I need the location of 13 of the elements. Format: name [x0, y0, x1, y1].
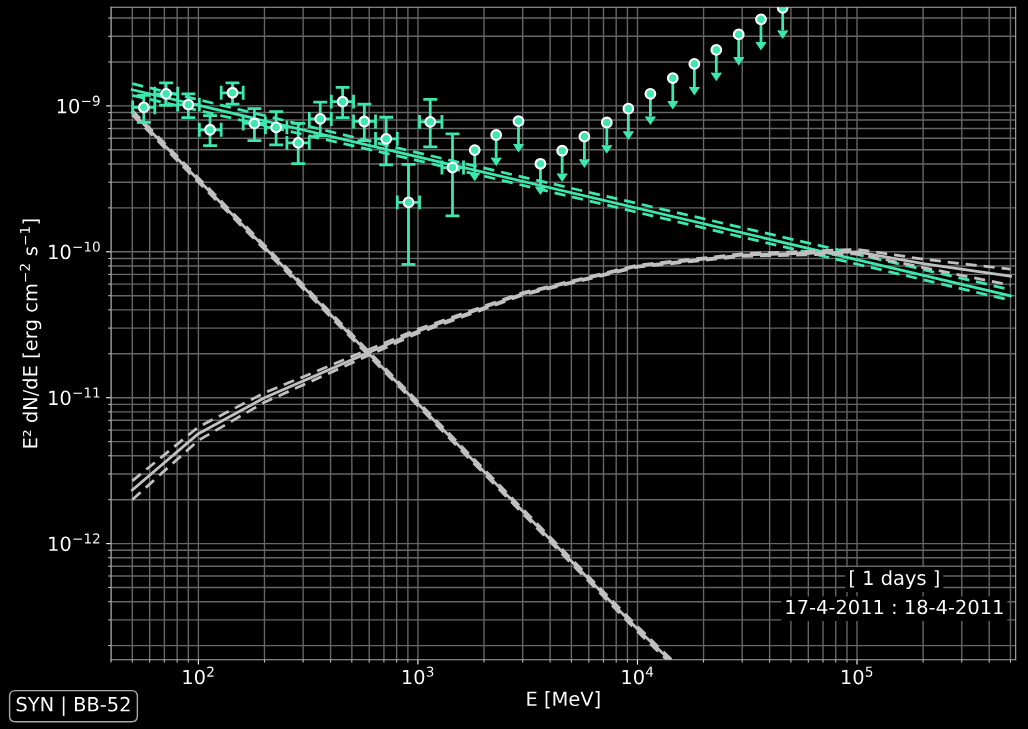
x-tick-label: 10$^{5}$ — [842, 666, 873, 685]
x-tick-label: 10$^{3}$ — [402, 666, 434, 685]
y-tick-label: 10$^{−9}$ — [57, 95, 100, 114]
x-tick-label: 10$^{4}$ — [622, 666, 654, 685]
y-axis-title: E² dN/dE [erg cm$^{−2}$ s$^{−1}$] — [19, 219, 42, 448]
y-tick-label: 10$^{−11}$ — [49, 387, 100, 406]
text: SYN | BB-52 — [16, 696, 130, 716]
annotation: [ 1 days ] — [850, 570, 939, 589]
y-tick-label: 10$^{−12}$ — [49, 533, 100, 552]
x-axis-title: E [MeV] — [527, 691, 600, 709]
x-tick-label: 10$^{2}$ — [183, 666, 214, 685]
y-tick-label: 10$^{−10}$ — [49, 241, 100, 260]
annotation: 17-4-2011 : 18-4-2011 — [786, 599, 1003, 615]
